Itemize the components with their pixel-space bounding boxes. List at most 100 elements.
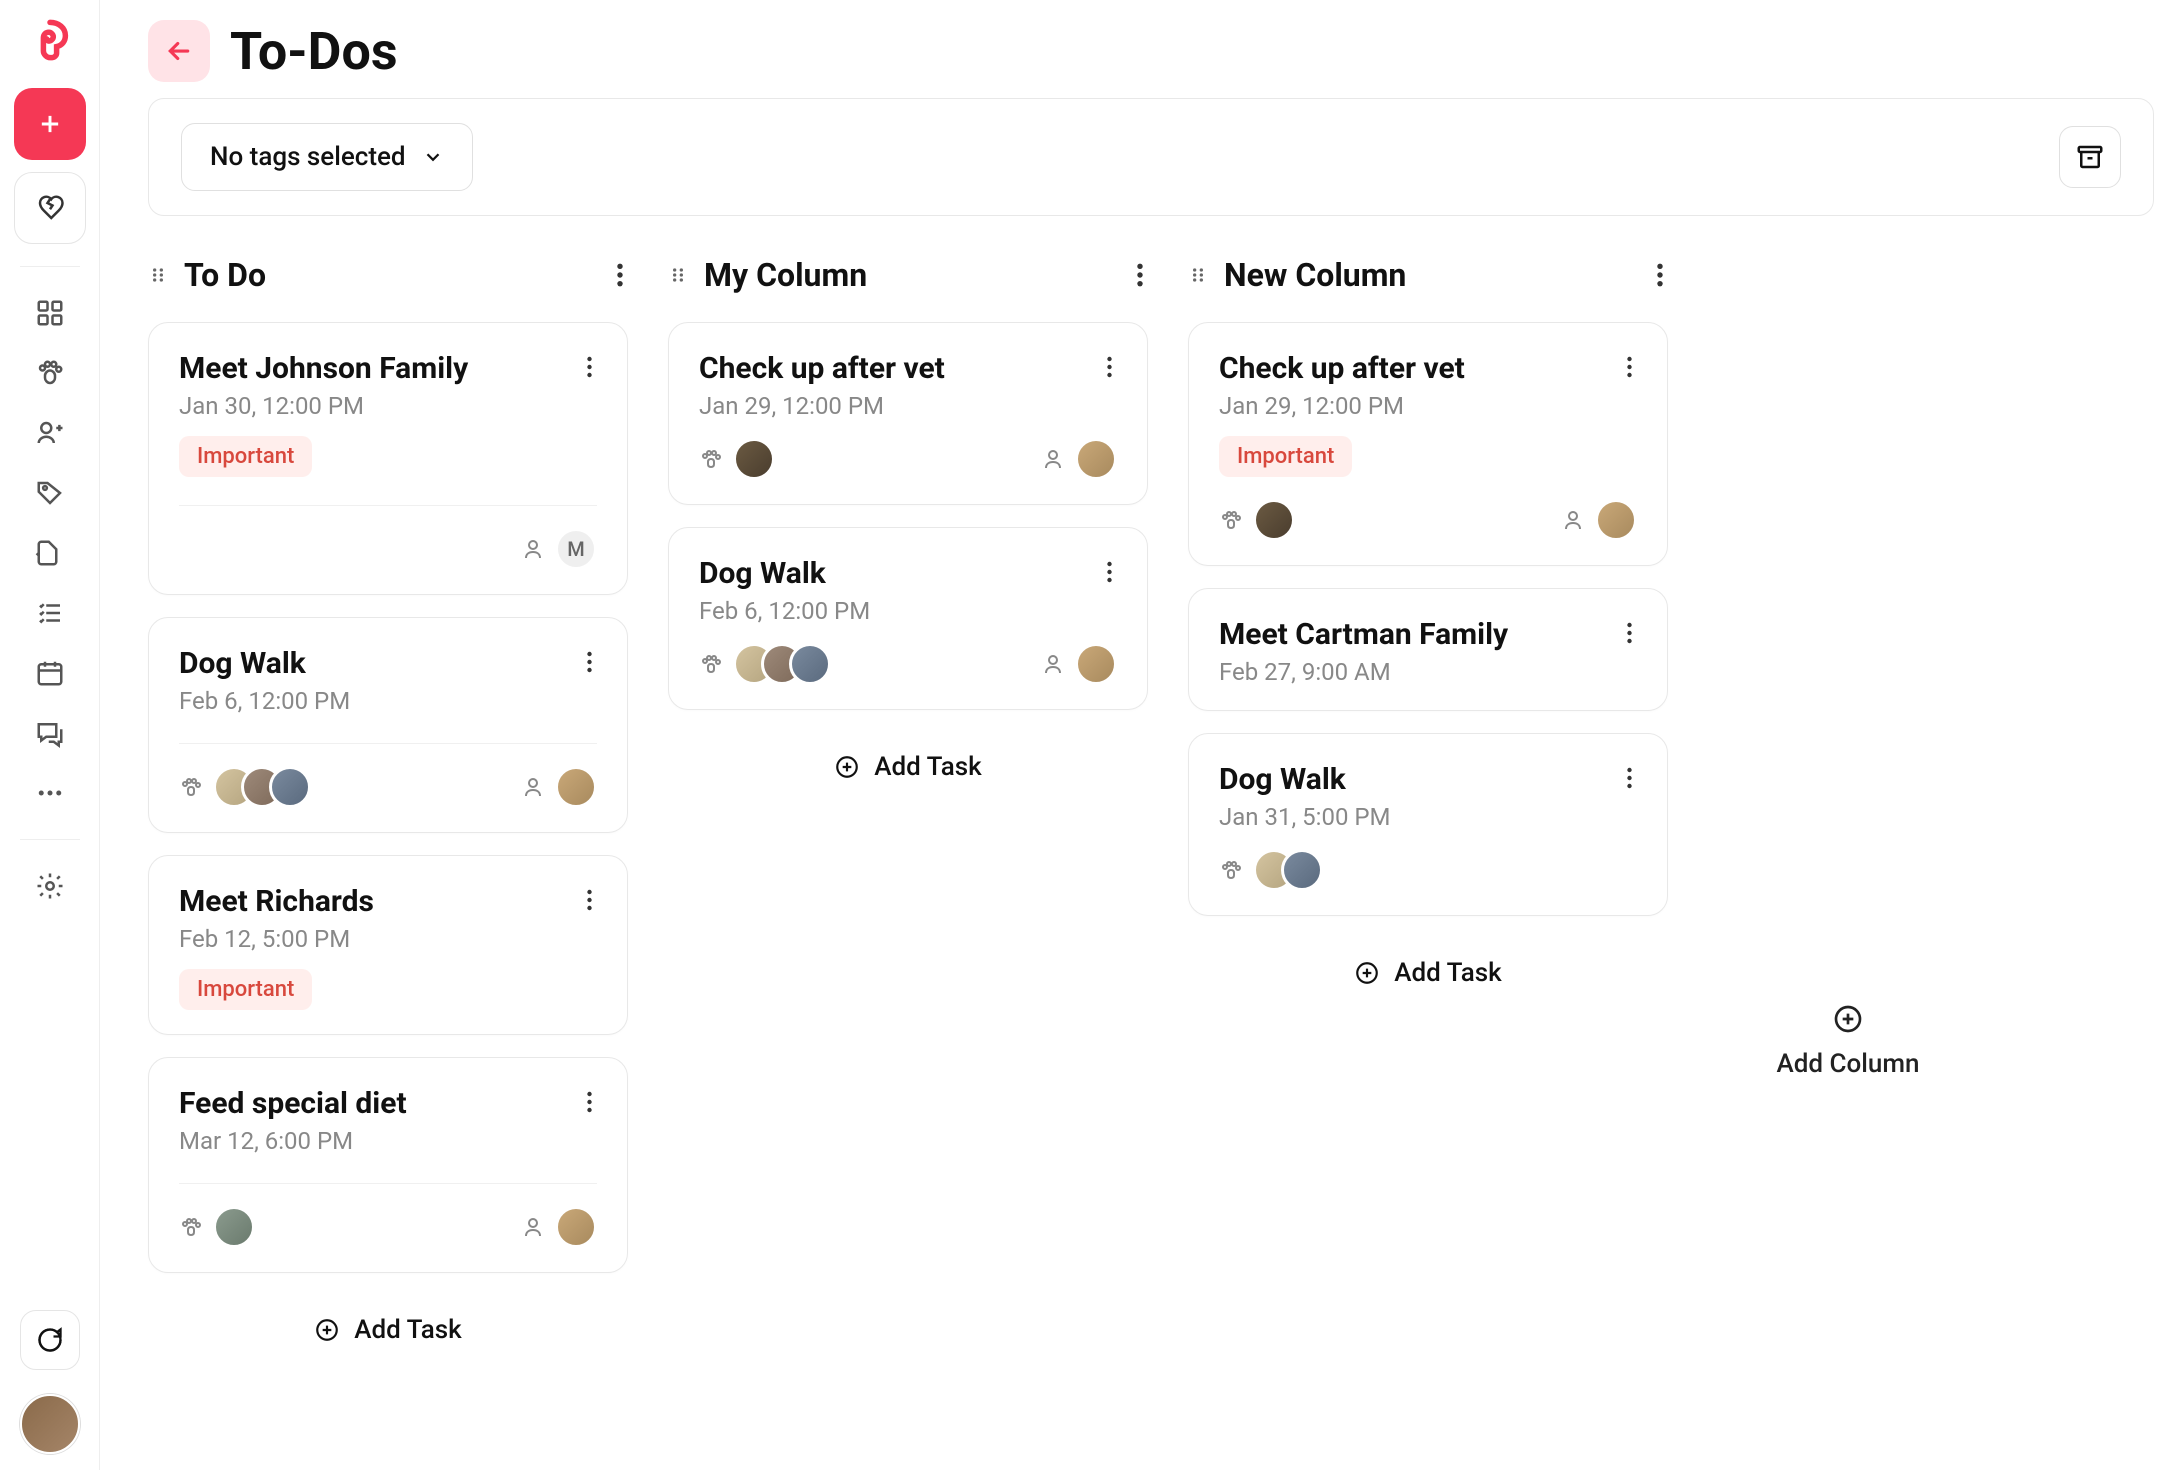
person-avatar	[1075, 438, 1117, 480]
card-tag: Important	[1219, 436, 1352, 477]
pet-avatar	[733, 438, 775, 480]
card-title: Feed special diet	[179, 1086, 407, 1121]
paw-icon	[179, 1215, 203, 1239]
column-my: My Column Check up after vet Jan 29, 12:…	[668, 256, 1148, 1365]
add-column-label: Add Column	[1777, 1049, 1920, 1079]
card-title: Dog Walk	[179, 646, 350, 681]
person-avatar	[1075, 643, 1117, 685]
card-title: Dog Walk	[699, 556, 870, 591]
add-task-button[interactable]: Add Task	[148, 1295, 628, 1365]
card-tag: Important	[179, 436, 312, 477]
card-menu-button[interactable]	[1622, 617, 1637, 649]
pet-avatar	[1281, 849, 1323, 891]
more-icon[interactable]	[26, 769, 74, 817]
add-task-button[interactable]: Add Task	[668, 732, 1148, 802]
avatar-letter: M	[555, 528, 597, 570]
person-icon	[1041, 447, 1065, 471]
person-avatar	[555, 1206, 597, 1248]
task-card[interactable]: Check up after vet Jan 29, 12:00 PM Impo…	[1188, 322, 1668, 566]
card-menu-button[interactable]	[582, 1086, 597, 1118]
card-title: Meet Johnson Family	[179, 351, 468, 386]
card-menu-button[interactable]	[1102, 556, 1117, 588]
person-icon	[521, 537, 545, 561]
column-menu-button[interactable]	[1132, 258, 1148, 292]
card-menu-button[interactable]	[1622, 351, 1637, 383]
task-card[interactable]: Dog Walk Feb 6, 12:00 PM	[668, 527, 1148, 710]
kanban-board: To Do Meet Johnson Family Jan 30, 12:00 …	[124, 256, 2154, 1365]
task-card[interactable]: Dog Walk Feb 6, 12:00 PM	[148, 617, 628, 833]
pet-avatar	[1253, 499, 1295, 541]
column-menu-button[interactable]	[612, 258, 628, 292]
card-date: Feb 6, 12:00 PM	[699, 597, 870, 625]
pet-avatar	[789, 643, 831, 685]
card-menu-button[interactable]	[582, 884, 597, 916]
drag-handle-icon[interactable]	[1188, 265, 1208, 285]
person-avatar	[1595, 499, 1637, 541]
tasks-icon[interactable]	[26, 589, 74, 637]
column-todo: To Do Meet Johnson Family Jan 30, 12:00 …	[148, 256, 628, 1365]
card-date: Jan 31, 5:00 PM	[1219, 803, 1390, 831]
card-menu-button[interactable]	[582, 646, 597, 678]
settings-icon[interactable]	[26, 862, 74, 910]
card-title: Meet Cartman Family	[1219, 617, 1508, 652]
person-icon	[1561, 508, 1585, 532]
paw-icon	[1219, 508, 1243, 532]
tag-icon[interactable]	[26, 469, 74, 517]
add-column-button[interactable]: Add Column	[1708, 716, 1988, 1365]
task-card[interactable]: Meet Richards Feb 12, 5:00 PM Important	[148, 855, 628, 1035]
paw-icon	[699, 447, 723, 471]
calendar-icon[interactable]	[26, 649, 74, 697]
add-task-label: Add Task	[354, 1315, 462, 1345]
drag-handle-icon[interactable]	[148, 265, 168, 285]
messages-icon[interactable]	[26, 709, 74, 757]
dashboard-icon[interactable]	[26, 289, 74, 337]
card-menu-button[interactable]	[582, 351, 597, 383]
add-task-button[interactable]: Add Task	[1188, 938, 1668, 1008]
task-card[interactable]: Feed special diet Mar 12, 6:00 PM	[148, 1057, 628, 1273]
favorites-button[interactable]	[14, 172, 86, 244]
paw-icon	[699, 652, 723, 676]
add-task-label: Add Task	[1394, 958, 1502, 988]
task-card[interactable]: Dog Walk Jan 31, 5:00 PM	[1188, 733, 1668, 916]
archive-button[interactable]	[2059, 126, 2121, 188]
task-card[interactable]: Check up after vet Jan 29, 12:00 PM	[668, 322, 1148, 505]
card-title: Meet Richards	[179, 884, 374, 919]
card-date: Jan 30, 12:00 PM	[179, 392, 468, 420]
add-task-label: Add Task	[874, 752, 982, 782]
column-new: New Column Check up after vet Jan 29, 12…	[1188, 256, 1668, 1365]
sidebar	[0, 0, 100, 1470]
pets-icon[interactable]	[26, 349, 74, 397]
paw-icon	[1219, 858, 1243, 882]
user-avatar[interactable]	[20, 1394, 80, 1454]
paw-icon	[179, 775, 203, 799]
card-title: Check up after vet	[699, 351, 945, 386]
card-date: Feb 12, 5:00 PM	[179, 925, 374, 953]
column-menu-button[interactable]	[1652, 258, 1668, 292]
card-menu-button[interactable]	[1102, 351, 1117, 383]
person-icon	[521, 1215, 545, 1239]
column-title: To Do	[184, 256, 596, 294]
pet-avatar	[269, 766, 311, 808]
task-card[interactable]: Meet Cartman Family Feb 27, 9:00 AM	[1188, 588, 1668, 711]
notes-icon[interactable]	[26, 529, 74, 577]
divider	[20, 839, 80, 840]
card-title: Check up after vet	[1219, 351, 1465, 386]
drag-handle-icon[interactable]	[668, 265, 688, 285]
card-date: Feb 27, 9:00 AM	[1219, 658, 1508, 686]
column-title: My Column	[704, 256, 1116, 294]
person-icon	[521, 775, 545, 799]
card-tag: Important	[179, 969, 312, 1010]
contacts-icon[interactable]	[26, 409, 74, 457]
column-title: New Column	[1224, 256, 1636, 294]
tags-filter-select[interactable]: No tags selected	[181, 123, 473, 191]
card-menu-button[interactable]	[1622, 762, 1637, 794]
help-chat-button[interactable]	[20, 1310, 80, 1370]
page-title: To-Dos	[230, 21, 398, 82]
card-date: Mar 12, 6:00 PM	[179, 1127, 407, 1155]
person-avatar	[555, 766, 597, 808]
task-card[interactable]: Meet Johnson Family Jan 30, 12:00 PM Imp…	[148, 322, 628, 595]
person-icon	[1041, 652, 1065, 676]
page-header: To-Dos	[124, 12, 2154, 98]
add-button[interactable]	[14, 88, 86, 160]
back-button[interactable]	[148, 20, 210, 82]
